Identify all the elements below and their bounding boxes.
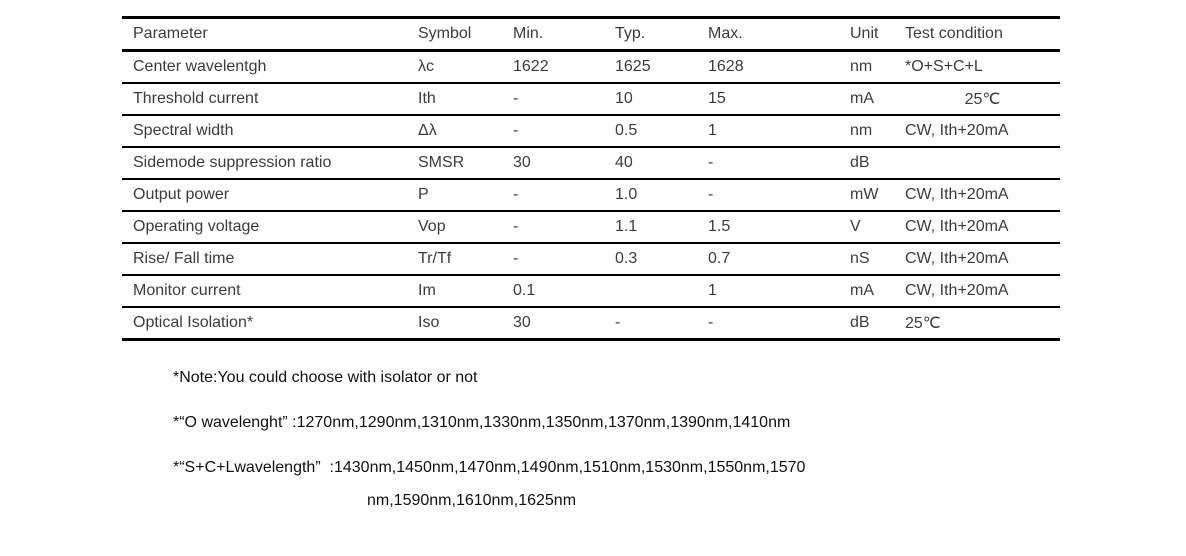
param-cell: Center wavelentgh <box>122 50 418 84</box>
param-cell: Operating voltage <box>122 211 418 244</box>
column-header-max: Max. <box>708 17 850 52</box>
typ-cell: 0.5 <box>615 115 708 148</box>
unit-cell: V <box>850 211 905 244</box>
param-cell: Output power <box>122 179 418 212</box>
note-o-wavelengths: *“O wavelenght” :1270nm,1290nm,1310nm,13… <box>173 414 791 431</box>
symbol-cell: Iso <box>418 307 513 341</box>
min-cell: - <box>513 243 615 276</box>
unit-cell: dB <box>850 307 905 341</box>
table-header-row: Parameter Symbol Min. Typ. Max. Unit Tes… <box>122 17 1060 52</box>
max-cell: 1.5 <box>708 211 850 244</box>
max-cell: 1 <box>708 115 850 148</box>
test-cell: CW, Ith+20mA <box>905 275 1060 308</box>
unit-cell: dB <box>850 147 905 180</box>
test-cell: CW, Ith+20mA <box>905 179 1060 212</box>
column-header-unit: Unit <box>850 17 905 52</box>
typ-cell <box>615 275 708 308</box>
min-cell: - <box>513 115 615 148</box>
test-cell: CW, Ith+20mA <box>905 115 1060 148</box>
table-row: Threshold current Ith -10 15 mA 25℃ <box>122 83 1060 116</box>
typ-cell: 10 <box>615 83 708 116</box>
min-cell: - <box>513 83 615 116</box>
max-cell: - <box>708 147 850 180</box>
typ-cell: - <box>615 307 708 341</box>
max-cell: 1 <box>708 275 850 308</box>
table-row: Spectral width Δλ -0.5 1 nm CW, Ith+20mA <box>122 115 1060 148</box>
column-header-typ: Typ. <box>615 17 708 52</box>
max-cell: - <box>708 307 850 341</box>
symbol-cell: Vop <box>418 211 513 244</box>
param-cell: Spectral width <box>122 115 418 148</box>
max-cell: - <box>708 179 850 212</box>
min-cell: 0.1 <box>513 275 615 308</box>
min-cell: 30 <box>513 307 615 341</box>
table-row: Rise/ Fall time Tr/Tf -0.3 0.7 nS CW, Ith+20m… <box>122 243 1060 276</box>
symbol-cell: SMSR <box>418 147 513 180</box>
min-cell: - <box>513 211 615 244</box>
typ-cell: 40 <box>615 147 708 180</box>
min-cell: - <box>513 179 615 212</box>
spec-table: Parameter Symbol Min. Typ. Max. Unit Tes… <box>122 16 1060 341</box>
column-header-min: Min. <box>513 17 615 52</box>
note-isolator: *Note:You could choose with isolator or … <box>173 369 478 386</box>
symbol-cell: P <box>418 179 513 212</box>
test-cell: CW, Ith+20mA <box>905 211 1060 244</box>
max-cell: 15 <box>708 83 850 116</box>
column-header-symbol: Symbol <box>418 17 513 52</box>
table-row: Output power P -1.0- mW CW, Ith+20mA <box>122 179 1060 212</box>
table-row: Operating voltage Vop -1.1 1.5 V CW, Ith+20mA <box>122 211 1060 244</box>
param-cell: Threshold current <box>122 83 418 116</box>
table-row: Sidemode suppression ratio SMSR 30 40- dB <box>122 147 1060 180</box>
spec-table-body: Center wavelentgh λc 1622 1625 1628 nm *O+S+C+… <box>122 50 1060 341</box>
typ-cell: 1.0 <box>615 179 708 212</box>
table-row: Optical Isolation* Iso 30- - dB 25℃ <box>122 307 1060 341</box>
table-row: Center wavelentgh λc 1622 1625 1628 nm *O+S+C+… <box>122 50 1060 84</box>
test-cell: CW, Ith+20mA <box>905 243 1060 276</box>
unit-cell: nm <box>850 115 905 148</box>
min-cell: 1622 <box>513 50 615 84</box>
test-cell <box>905 147 1060 180</box>
min-cell: 30 <box>513 147 615 180</box>
note-scl-wavelengths-continued: nm,1590nm,1610nm,1625nm <box>367 492 577 509</box>
column-header-parameter: Parameter <box>122 17 418 52</box>
param-cell: Rise/ Fall time <box>122 243 418 276</box>
unit-cell: mW <box>850 179 905 212</box>
unit-cell: nS <box>850 243 905 276</box>
max-cell: 1628 <box>708 50 850 84</box>
test-cell: *O+S+C+L <box>905 50 1060 84</box>
unit-cell: nm <box>850 50 905 84</box>
symbol-cell: Δλ <box>418 115 513 148</box>
param-cell: Monitor current <box>122 275 418 308</box>
typ-cell: 1.1 <box>615 211 708 244</box>
max-cell: 0.7 <box>708 243 850 276</box>
symbol-cell: Tr/Tf <box>418 243 513 276</box>
param-cell: Optical Isolation* <box>122 307 418 341</box>
table-row: Monitor current Im 0.1 1 mA CW, Ith+20mA <box>122 275 1060 308</box>
unit-cell: mA <box>850 83 905 116</box>
symbol-cell: Im <box>418 275 513 308</box>
note-scl-wavelengths: *“S+C+Lwavelength” :1430nm,1450nm,1470nm… <box>173 459 806 476</box>
typ-cell: 0.3 <box>615 243 708 276</box>
test-cell: 25℃ <box>905 83 1060 116</box>
column-header-test-condition: Test condition <box>905 17 1060 52</box>
param-cell: Sidemode suppression ratio <box>122 147 418 180</box>
symbol-cell: λc <box>418 50 513 84</box>
test-cell: 25℃ <box>905 307 1060 341</box>
symbol-cell: Ith <box>418 83 513 116</box>
typ-cell: 1625 <box>615 50 708 84</box>
unit-cell: mA <box>850 275 905 308</box>
